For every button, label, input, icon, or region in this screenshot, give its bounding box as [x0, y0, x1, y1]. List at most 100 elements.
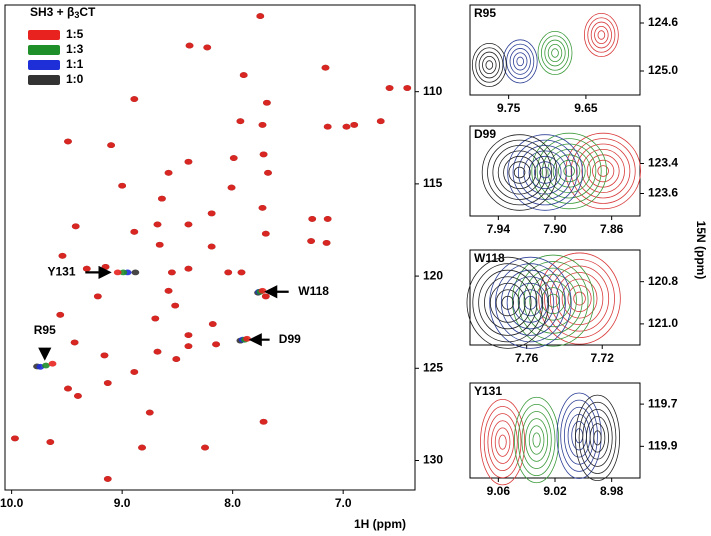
x-tick-label: 7.76	[515, 351, 539, 365]
peak	[100, 352, 109, 359]
annotation-label: D99	[279, 332, 301, 346]
peak	[82, 265, 91, 272]
peak	[322, 239, 331, 246]
contour-level	[547, 148, 591, 193]
legend-label: 1:3	[66, 42, 84, 56]
peak	[11, 435, 19, 442]
x-tick-label: 7.94	[487, 222, 511, 236]
plot-frame	[469, 4, 641, 96]
contour-level	[536, 138, 602, 204]
contour-peak	[507, 134, 583, 211]
peak	[256, 13, 265, 19]
peak	[323, 123, 332, 130]
y-tick-label: 125	[423, 360, 443, 374]
peak	[64, 385, 72, 392]
peak	[164, 287, 173, 294]
y-tick-label: 119.9	[648, 439, 678, 453]
contour-peak	[502, 39, 538, 84]
peak	[264, 169, 272, 176]
peak	[261, 293, 270, 300]
legend-swatch	[28, 75, 60, 85]
contour-level	[567, 285, 592, 312]
peak	[261, 230, 270, 237]
contour-level	[538, 252, 621, 345]
peak	[185, 42, 194, 49]
peak	[207, 210, 216, 217]
contour-level	[480, 398, 526, 486]
contour-level	[494, 427, 511, 457]
contour-level	[582, 408, 613, 467]
contour-level	[551, 48, 559, 58]
contour-level	[489, 282, 526, 323]
contour-level	[593, 430, 602, 446]
contour-level	[589, 423, 606, 453]
x-tick-label: 9.65	[574, 101, 598, 115]
contour-level	[586, 416, 609, 460]
x-tick-label: 9.0	[114, 496, 131, 510]
plot-frame	[469, 249, 641, 346]
contour-level	[528, 155, 562, 190]
contour-peak	[481, 134, 558, 211]
peak	[385, 85, 394, 91]
peak	[101, 263, 110, 270]
contour-level	[563, 165, 575, 177]
contour-level	[581, 148, 625, 193]
contour-level	[509, 48, 531, 75]
peak	[224, 269, 233, 276]
peak	[184, 265, 193, 272]
peak	[263, 99, 271, 106]
contour-level	[578, 401, 617, 474]
contour-level	[532, 432, 541, 448]
contour-level	[495, 289, 520, 317]
contour-level	[544, 39, 566, 67]
peak	[307, 238, 316, 244]
contour-level	[597, 30, 606, 40]
peak	[155, 241, 164, 248]
x-tick-label: 7.86	[600, 222, 624, 236]
peak	[259, 418, 268, 425]
contour-level	[590, 21, 612, 49]
contour-level	[547, 43, 563, 63]
contour-peak	[565, 132, 641, 210]
contour-level	[517, 403, 556, 477]
contour-level	[555, 272, 604, 326]
peak	[130, 96, 139, 102]
peak	[236, 118, 245, 125]
peak	[130, 369, 139, 375]
contour-level	[594, 25, 609, 45]
contour-level	[484, 276, 532, 330]
y-tick-label: 125.0	[648, 63, 678, 77]
peak	[350, 121, 359, 128]
contour-level	[518, 289, 543, 317]
contour-level	[587, 17, 616, 53]
contour-level	[502, 39, 538, 84]
contour-level	[495, 263, 566, 343]
peak	[130, 228, 139, 235]
contour-level	[521, 411, 552, 469]
contour-level	[475, 47, 504, 83]
peak	[184, 158, 193, 165]
y-tick-label: 124.6	[648, 15, 678, 29]
peak	[74, 393, 82, 399]
peak	[70, 339, 79, 346]
contour-level	[491, 420, 515, 464]
contour-peak	[471, 43, 507, 88]
peak	[184, 343, 193, 350]
contour-level	[537, 30, 573, 76]
contour-level	[513, 166, 526, 179]
contour-level	[586, 154, 620, 188]
peak	[103, 380, 112, 386]
annotation-label: R95	[34, 323, 56, 337]
peak	[259, 151, 268, 158]
contour-level	[498, 434, 507, 450]
x-tick-label: 9.02	[543, 484, 567, 498]
contour-level	[514, 396, 560, 484]
peak	[158, 195, 166, 202]
contour-level	[541, 287, 566, 315]
contour-peak	[583, 12, 619, 58]
peak	[308, 216, 317, 222]
peak	[184, 221, 193, 228]
contour-peak	[531, 132, 607, 210]
y-tick-label: 120.8	[648, 274, 678, 288]
peak	[237, 269, 246, 276]
